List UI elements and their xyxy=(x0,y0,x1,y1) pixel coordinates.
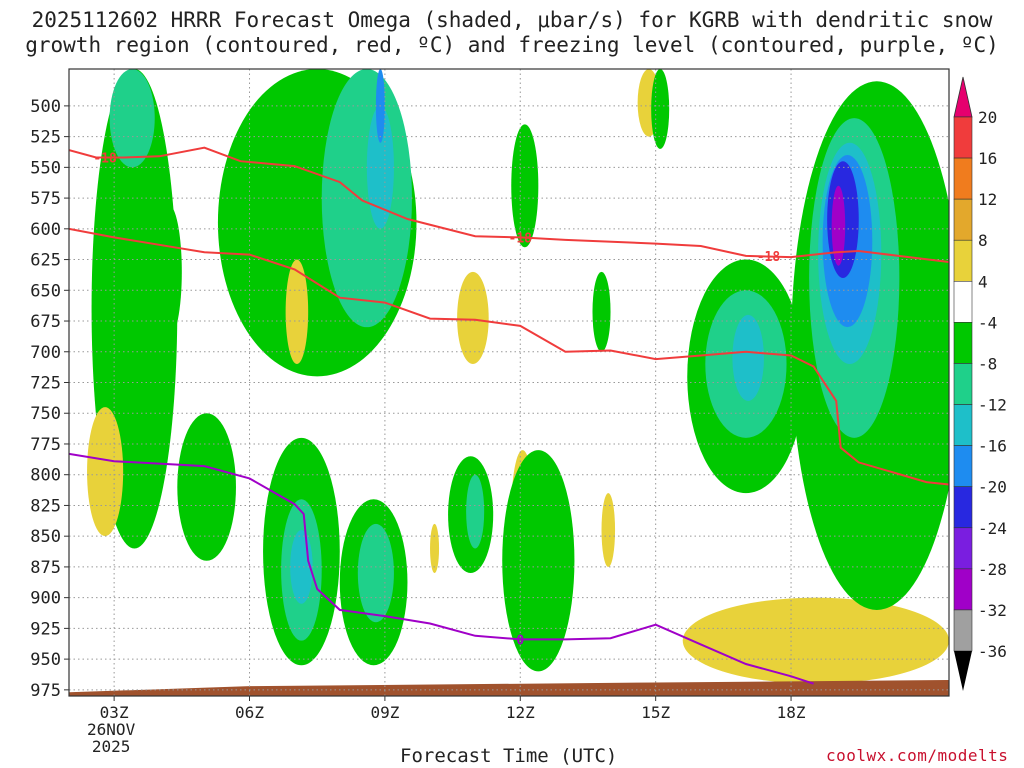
dgz-lower-contour xyxy=(69,227,949,486)
colorbar-band xyxy=(953,281,973,323)
omega-region-23 xyxy=(601,493,616,567)
y-tick-label: 825 xyxy=(30,496,61,516)
colorbar-band xyxy=(953,404,973,446)
y-tick-label: 750 xyxy=(30,404,61,424)
y-tick-label: 675 xyxy=(30,312,61,332)
colorbar-label: -28 xyxy=(978,560,1007,579)
colorbar-label: -36 xyxy=(978,642,1007,661)
colorbar-label: -4 xyxy=(978,313,997,332)
colorbar-band xyxy=(953,322,973,364)
colorbar-label: 16 xyxy=(978,149,997,168)
colorbar-label: -32 xyxy=(978,601,1007,620)
chart-title-line2: growth region (contoured, red, ºC) and f… xyxy=(25,33,999,57)
grid-lines xyxy=(69,69,949,696)
y-tick-label: 925 xyxy=(30,619,61,639)
colorbar-label: -24 xyxy=(978,519,1007,538)
colorbar-under-arrow xyxy=(954,651,972,691)
colorbar-label: -12 xyxy=(978,396,1007,415)
x-tick-label: 15Z xyxy=(641,703,670,722)
x-tick-label: 12Z xyxy=(506,703,535,722)
y-tick-label: 650 xyxy=(30,281,61,301)
omega-region-13 xyxy=(357,523,394,623)
omega-shading xyxy=(87,69,949,684)
y-tick-label: 775 xyxy=(30,435,61,455)
x-tick-label: 03Z xyxy=(100,703,129,722)
dgz-upper-contour-label: -18 xyxy=(509,231,533,246)
y-tick-label: 600 xyxy=(30,220,61,240)
colorbar-label: 8 xyxy=(978,231,988,250)
x-tick-label: 18Z xyxy=(777,703,806,722)
y-tick-label: 875 xyxy=(30,558,61,578)
x-axis-title: Forecast Time (UTC) xyxy=(400,745,618,767)
omega-region-25 xyxy=(87,407,124,537)
y-tick-label: 500 xyxy=(30,97,61,117)
y-tick-label: 800 xyxy=(30,466,61,486)
omega-region-2 xyxy=(154,204,182,340)
omega-region-26 xyxy=(682,597,949,684)
x-date-label: 26NOV xyxy=(87,720,136,739)
dgz-upper-contour-label: -18 xyxy=(757,250,781,265)
x-tick-label: 06Z xyxy=(235,703,264,722)
omega-region-3 xyxy=(177,413,236,561)
colorbar-label: 4 xyxy=(978,272,988,291)
dgz-upper-contour xyxy=(69,146,949,263)
credit-text: coolwx.com/modelts xyxy=(826,746,1009,765)
y-tick-label: 850 xyxy=(30,527,61,547)
y-tick-label: 950 xyxy=(30,650,61,670)
y-tick-label: 900 xyxy=(30,589,61,609)
terrain-layer xyxy=(69,680,949,696)
omega-region-15 xyxy=(511,124,539,248)
colorbar-band xyxy=(953,568,973,611)
omega-region-14 xyxy=(457,271,489,365)
y-tick-label: 700 xyxy=(30,343,61,363)
colorbar-label: -20 xyxy=(978,478,1007,497)
colorbar-band xyxy=(953,527,973,570)
colorbar-band xyxy=(953,486,973,529)
colorbar-label: 12 xyxy=(978,190,997,209)
colorbar-band xyxy=(953,116,973,159)
y-tick-label: 975 xyxy=(30,681,61,701)
y-tick-label: 575 xyxy=(30,189,61,209)
freezing-level-contour xyxy=(69,452,814,685)
colorbar-over-arrow xyxy=(953,76,973,118)
omega-region-21 xyxy=(651,69,670,149)
y-tick-label: 550 xyxy=(30,158,61,178)
y-axis: 500 525 550 575 600 625 650 675 700 725 750 775 800 8… xyxy=(30,97,69,701)
omega-region-35 xyxy=(831,185,846,266)
omega-region-17 xyxy=(466,474,485,549)
colorbar-band xyxy=(953,198,973,241)
chart-title-line1: 2025112602 HRRR Forecast Omega (shaded, … xyxy=(31,8,993,32)
y-tick-label: 625 xyxy=(30,251,61,271)
x-year-label: 2025 xyxy=(92,737,131,756)
colorbar-band xyxy=(953,609,973,652)
contour-lines: -18 -18 -18 0 xyxy=(69,146,949,685)
y-tick-label: 725 xyxy=(30,374,61,394)
omega-region-1 xyxy=(109,69,155,168)
dgz-upper-contour-label: -18 xyxy=(93,152,117,167)
omega-region-29 xyxy=(732,314,764,401)
colorbar-label: -8 xyxy=(978,354,997,373)
omega-region-24 xyxy=(430,523,440,574)
colorbar-band xyxy=(953,445,973,487)
colorbar-band xyxy=(953,363,973,405)
colorbar-band xyxy=(953,239,973,282)
colorbar: 20 16 12 8 4 -4 -8 -12 -16 -20 -24 -28 -32 -36 xyxy=(953,76,1007,691)
x-tick-label: 09Z xyxy=(370,703,399,722)
colorbar-label: -16 xyxy=(978,437,1007,456)
omega-region-8 xyxy=(285,259,309,365)
freezing-level-contour-label: 0 xyxy=(516,633,524,648)
y-tick-label: 525 xyxy=(30,128,61,148)
omega-region-22 xyxy=(592,271,611,352)
colorbar-label: 20 xyxy=(978,108,997,127)
terrain-fill xyxy=(69,680,949,696)
colorbar-band xyxy=(953,157,973,200)
